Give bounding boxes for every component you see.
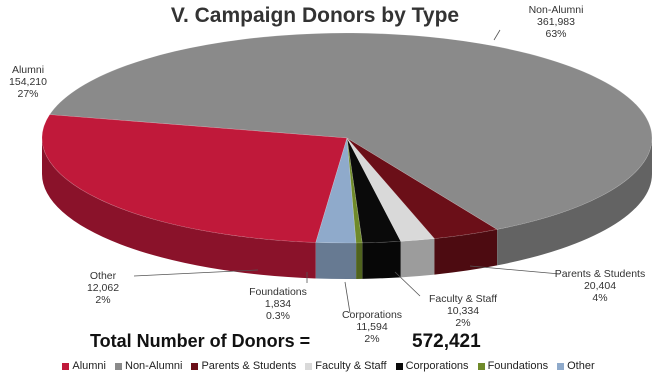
legend-item-foundations: Foundations bbox=[477, 360, 549, 372]
pie-side-alumni bbox=[42, 138, 316, 279]
slice-label-faculty-staff: Faculty & Staff 10,334 2% bbox=[418, 293, 508, 329]
slice-label-other: Other 12,062 2% bbox=[80, 270, 126, 306]
slice-percent: 0.3% bbox=[266, 310, 290, 322]
slice-name: Corporations bbox=[341, 309, 403, 321]
slice-percent: 2% bbox=[455, 317, 471, 329]
pie-slice-foundations bbox=[346, 137, 363, 244]
legend-swatch bbox=[62, 362, 70, 370]
chart-title: V. Campaign Donors by Type bbox=[170, 4, 460, 27]
pie-slice-non-alumni bbox=[49, 32, 653, 230]
slice-label-parents-students: Parents & Students 20,404 4% bbox=[545, 268, 655, 304]
pie-side-corporations bbox=[362, 241, 401, 279]
legend-label: Alumni bbox=[72, 360, 106, 372]
leader-line-non-alumni bbox=[493, 29, 501, 41]
legend-label: Faculty & Staff bbox=[315, 360, 387, 372]
slice-percent: 63% bbox=[545, 28, 567, 40]
pie-slice-alumni bbox=[41, 114, 348, 243]
slice-value: 361,983 bbox=[537, 16, 575, 28]
slice-percent: 2% bbox=[364, 333, 380, 345]
slice-label-corporations: Corporations 11,594 2% bbox=[330, 309, 414, 345]
legend-label: Other bbox=[567, 360, 595, 372]
legend-swatch bbox=[115, 362, 122, 370]
pie-slice-corporations bbox=[346, 137, 402, 244]
leader-line-parents-students bbox=[469, 265, 561, 275]
pie-3d-sides bbox=[42, 138, 652, 279]
legend-swatch bbox=[477, 362, 485, 370]
slice-value: 11,594 bbox=[356, 321, 388, 333]
pie-slice-other bbox=[315, 137, 357, 244]
slice-value: 10,334 bbox=[446, 305, 480, 317]
legend-swatch bbox=[305, 362, 313, 370]
slice-value: 12,062 bbox=[86, 282, 120, 294]
legend-item-non-alumni: Non-Alumni bbox=[115, 360, 182, 372]
legend-label: Parents & Students bbox=[201, 360, 297, 372]
slice-label-non-alumni: Non-Alumni 361,983 63% bbox=[516, 4, 596, 40]
slice-name: Other bbox=[89, 270, 117, 282]
pie-top-face bbox=[41, 32, 653, 244]
pie-side-faculty-staff bbox=[400, 238, 435, 278]
slice-value: 154,210 bbox=[9, 76, 47, 88]
legend-item-faculty-staff: Faculty & Staff bbox=[305, 360, 387, 372]
total-label: Total Number of Donors = bbox=[90, 331, 311, 351]
pie-slice-parents-students bbox=[346, 137, 498, 239]
total-value: 572,421 bbox=[412, 331, 481, 352]
pie-side-foundations bbox=[356, 242, 363, 279]
pie-slice-faculty-staff bbox=[346, 137, 436, 242]
slice-percent: 2% bbox=[95, 294, 111, 306]
legend-swatch bbox=[191, 362, 199, 370]
leader-line-faculty-staff bbox=[394, 271, 421, 297]
leader-lines bbox=[133, 29, 561, 314]
slice-name: Alumni bbox=[11, 64, 45, 76]
slice-label-foundations: Foundations 1,834 0.3% bbox=[242, 286, 314, 322]
legend-item-alumni: Alumni bbox=[62, 360, 106, 372]
legend-swatch bbox=[557, 362, 565, 370]
slice-value: 20,404 bbox=[583, 280, 617, 292]
slice-name: Non-Alumni bbox=[528, 4, 584, 16]
legend-label: Corporations bbox=[405, 360, 469, 372]
leader-line-other bbox=[133, 269, 259, 277]
legend-item-corporations: Corporations bbox=[395, 360, 469, 372]
legend-item-parents-students: Parents & Students bbox=[191, 360, 296, 372]
pie-side-other bbox=[315, 242, 357, 279]
chart-legend: Alumni Non-Alumni Parents & Students Fac… bbox=[0, 360, 657, 372]
slice-percent: 27% bbox=[17, 88, 39, 100]
slice-percent: 4% bbox=[592, 292, 608, 304]
slice-label-alumni: Alumni 154,210 27% bbox=[4, 64, 52, 100]
slice-name: Parents & Students bbox=[554, 268, 646, 280]
slice-name: Foundations bbox=[249, 286, 307, 298]
leader-line-corporations bbox=[344, 281, 351, 314]
legend-item-other: Other bbox=[557, 360, 595, 372]
pie-side-parents-students bbox=[434, 229, 498, 275]
legend-label: Non-Alumni bbox=[125, 360, 183, 372]
legend-label: Foundations bbox=[487, 360, 549, 372]
legend-swatch bbox=[395, 362, 403, 370]
slice-name: Faculty & Staff bbox=[428, 293, 498, 305]
pie-side-non-alumni bbox=[497, 138, 652, 266]
slice-value: 1,834 bbox=[264, 298, 292, 310]
